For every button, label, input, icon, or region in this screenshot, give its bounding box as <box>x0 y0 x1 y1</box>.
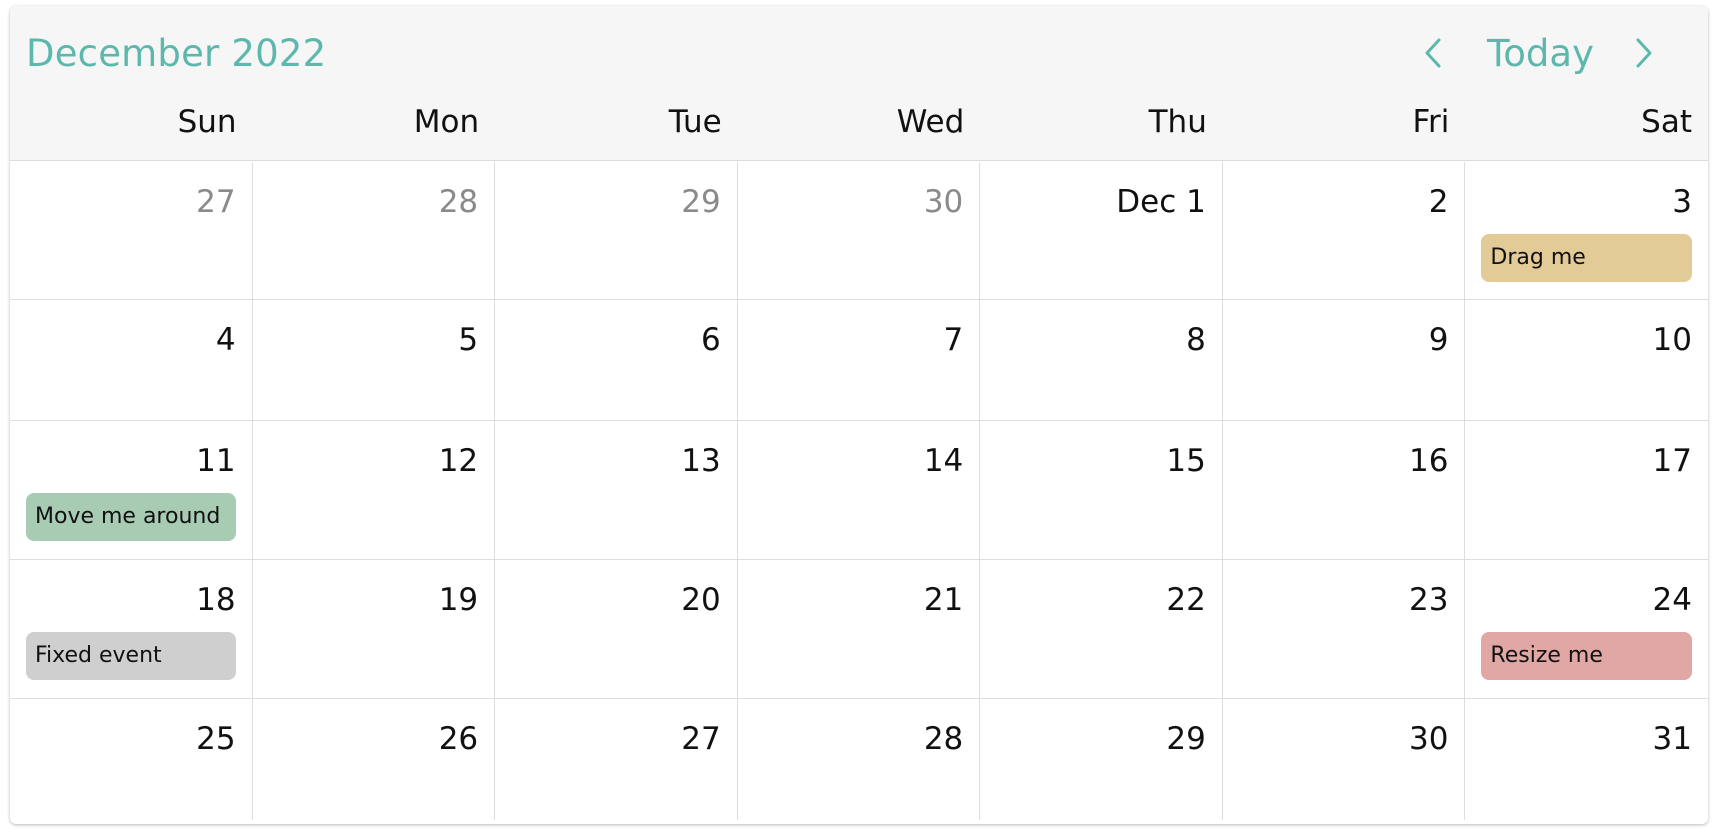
day-cell[interactable]: 5 <box>252 300 496 421</box>
day-number: 30 <box>923 184 964 220</box>
day-number: 15 <box>1166 443 1206 479</box>
day-number: 7 <box>943 322 964 358</box>
day-number: 3 <box>1672 184 1692 220</box>
day-cell[interactable]: 15 <box>980 421 1223 560</box>
calendar-event[interactable]: Resize me <box>1481 632 1692 680</box>
day-cell[interactable]: 16 <box>1222 421 1466 560</box>
weekday-tue: Tue <box>668 104 722 140</box>
day-cell[interactable]: 29 <box>980 699 1223 820</box>
day-cell[interactable]: 2 <box>1222 162 1466 300</box>
day-cell[interactable]: 11 Move me around <box>10 421 253 560</box>
day-cell[interactable]: 25 <box>10 699 253 820</box>
day-number: 21 <box>923 582 964 618</box>
day-number: 23 <box>1408 582 1449 618</box>
weekday-fri: Fri <box>1412 104 1450 140</box>
day-number: 29 <box>681 184 721 220</box>
calendar: December 2022 Today Sun Mon Tue Wed Thu … <box>10 6 1708 824</box>
day-cell[interactable]: Dec 1 <box>980 162 1223 300</box>
day-number: 6 <box>700 322 721 358</box>
day-cell[interactable]: 6 <box>495 300 738 421</box>
month-title: December 2022 <box>26 32 327 75</box>
day-cell[interactable]: 22 <box>980 560 1223 699</box>
weekday-sun: Sun <box>177 104 237 140</box>
day-cell[interactable]: 20 <box>495 560 738 699</box>
day-number: Dec 1 <box>1116 184 1206 220</box>
day-cell[interactable]: 7 <box>737 300 981 421</box>
day-cell[interactable]: 28 <box>738 699 981 820</box>
day-cell[interactable]: 26 <box>253 699 496 820</box>
day-number: 28 <box>438 184 479 220</box>
day-cell[interactable]: 18 Fixed event <box>10 560 253 699</box>
day-cell[interactable]: 12 <box>252 421 496 560</box>
day-cell[interactable]: 24 Resize me <box>1465 560 1708 699</box>
weekday-wed: Wed <box>896 104 965 140</box>
day-cell[interactable]: 27 <box>495 699 738 820</box>
today-button[interactable]: Today <box>1486 31 1594 75</box>
day-number: 8 <box>1186 322 1206 358</box>
day-cell[interactable]: 10 <box>1465 300 1708 421</box>
weekday-header-row: Sun Mon Tue Wed Thu Fri Sat <box>10 104 1708 140</box>
day-number: 20 <box>681 582 721 618</box>
day-number: 19 <box>438 582 479 618</box>
calendar-event[interactable]: Move me around <box>26 493 236 541</box>
day-cell[interactable]: 9 <box>1222 300 1466 421</box>
day-cell[interactable]: 30 <box>737 162 981 300</box>
day-number: 16 <box>1408 443 1449 479</box>
day-cell[interactable]: 3 Drag me <box>1465 162 1708 300</box>
day-cell[interactable]: 19 <box>252 560 496 699</box>
calendar-header: December 2022 Today Sun Mon Tue Wed Thu … <box>10 6 1708 161</box>
day-cell[interactable]: 23 <box>1222 560 1466 699</box>
month-grid: 27 28 29 30 Dec 1 2 3 Drag me 4 5 6 7 8 9 10 11 Move me … <box>10 162 1708 824</box>
day-number: 31 <box>1652 721 1692 757</box>
day-number: 25 <box>196 721 236 757</box>
calendar-event[interactable]: Drag me <box>1481 234 1692 282</box>
day-number: 29 <box>1166 721 1206 757</box>
day-number: 24 <box>1652 582 1692 618</box>
day-cell[interactable]: 28 <box>252 162 496 300</box>
day-number: 22 <box>1166 582 1206 618</box>
day-number: 18 <box>196 582 236 618</box>
day-number: 13 <box>681 443 721 479</box>
day-cell[interactable]: 4 <box>10 300 253 421</box>
day-number: 10 <box>1652 322 1692 358</box>
day-cell[interactable]: 8 <box>980 300 1223 421</box>
day-number: 14 <box>923 443 964 479</box>
day-cell[interactable]: 17 <box>1465 421 1708 560</box>
day-number: 4 <box>215 322 236 358</box>
day-number: 2 <box>1428 184 1449 220</box>
day-cell[interactable]: 14 <box>737 421 981 560</box>
day-number: 30 <box>1408 721 1449 757</box>
next-month-button[interactable] <box>1624 28 1664 78</box>
weekday-mon: Mon <box>413 104 480 140</box>
weekday-sat: Sat <box>1641 104 1692 140</box>
day-number: 28 <box>923 721 964 757</box>
day-number: 27 <box>196 184 236 220</box>
day-number: 9 <box>1428 322 1449 358</box>
chevron-left-icon <box>1425 38 1441 68</box>
day-number: 5 <box>458 322 479 358</box>
day-cell[interactable]: 21 <box>737 560 981 699</box>
day-number: 17 <box>1652 443 1692 479</box>
day-number: 26 <box>438 721 479 757</box>
prev-month-button[interactable] <box>1413 28 1453 78</box>
calendar-nav: Today <box>1413 28 1664 78</box>
weekday-thu: Thu <box>1148 104 1207 140</box>
chevron-right-icon <box>1636 38 1652 68</box>
day-number: 27 <box>681 721 721 757</box>
day-cell[interactable]: 29 <box>495 162 738 300</box>
day-cell[interactable]: 30 <box>1223 699 1466 820</box>
calendar-event[interactable]: Fixed event <box>26 632 236 680</box>
day-cell[interactable]: 31 <box>1465 699 1708 820</box>
day-cell[interactable]: 27 <box>10 162 253 300</box>
day-cell[interactable]: 13 <box>495 421 738 560</box>
day-number: 12 <box>438 443 479 479</box>
day-number: 11 <box>196 443 236 479</box>
